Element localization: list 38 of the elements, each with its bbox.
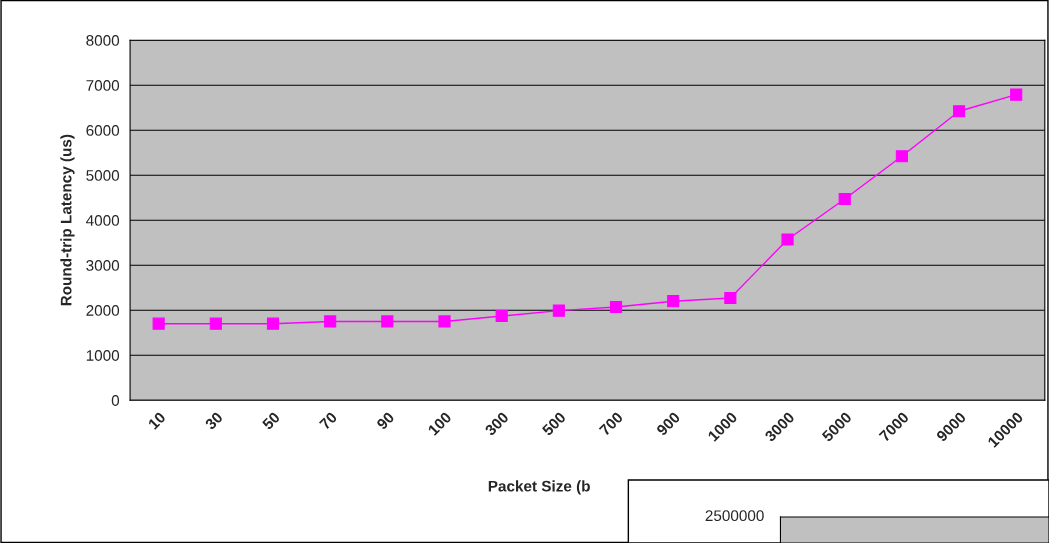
- y-tick-label: 8000: [86, 35, 120, 46]
- x-tick-label: 10: [147, 411, 167, 430]
- point: [724, 291, 737, 305]
- x-tick-label: 30: [204, 411, 224, 431]
- x-tick-label: 70: [318, 411, 338, 431]
- y-tick-label: 2000: [86, 305, 120, 316]
- y-tick-label: 4000: [86, 215, 120, 226]
- x-tick-label: 500: [541, 411, 567, 437]
- point: [895, 150, 908, 163]
- y-tick-label: 5000: [86, 170, 120, 181]
- text: 2500000: [705, 510, 764, 522]
- x-tick-label: 300: [484, 411, 510, 437]
- point: [781, 233, 794, 246]
- point: [438, 315, 451, 328]
- x-tick-label: 700: [598, 411, 624, 437]
- point: [266, 317, 280, 330]
- y-tick-label: 7000: [86, 80, 120, 91]
- point: [381, 315, 394, 328]
- y-tick-label: 3000: [86, 260, 120, 271]
- point: [495, 309, 508, 323]
- point: [209, 317, 222, 330]
- y-tick-label: 6000: [86, 125, 120, 136]
- point: [1010, 88, 1023, 101]
- point: [609, 300, 623, 314]
- x-tick-label: 50: [261, 411, 281, 431]
- point: [552, 304, 565, 317]
- x-tick-label: 90: [375, 411, 395, 431]
- point: [324, 315, 337, 328]
- x-tick-label: 900: [655, 411, 681, 437]
- x-axis-title: Packet Size (b: [488, 480, 590, 495]
- x-tick-label: 100: [427, 411, 453, 436]
- point: [838, 192, 851, 206]
- y-tick-label: 0: [111, 395, 120, 406]
- y-axis-title: Round-trip Latency (us): [60, 134, 75, 306]
- y-tick-label: 1000: [86, 350, 120, 361]
- point: [952, 105, 966, 118]
- point: [152, 317, 165, 330]
- point: [667, 295, 680, 308]
